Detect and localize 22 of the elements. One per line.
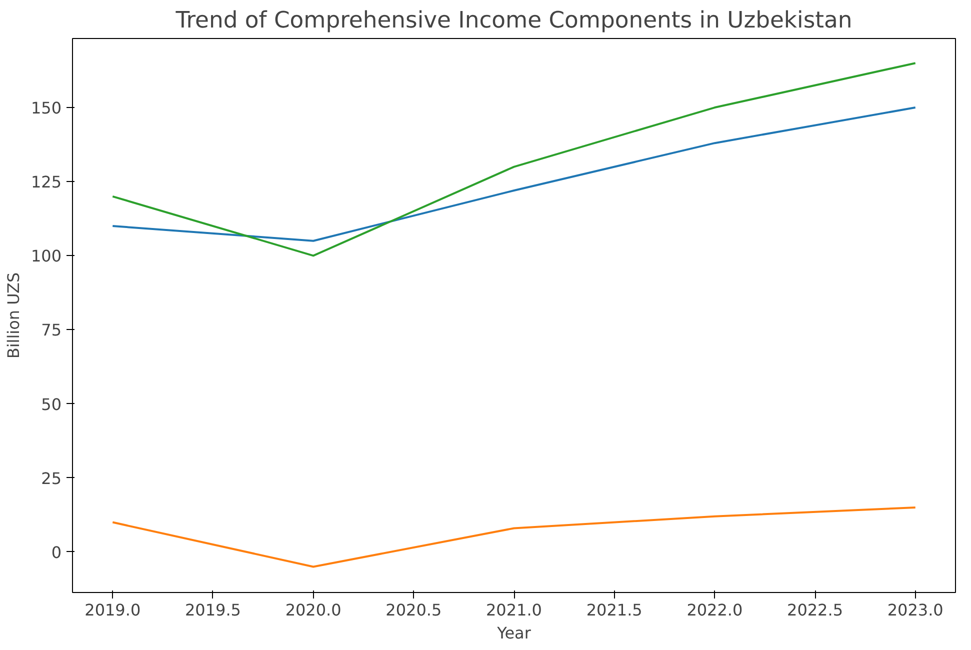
x-tick-label: 2021.0 [486, 600, 542, 620]
y-tick-label: 75 [41, 320, 62, 340]
y-tick-label: 150 [30, 98, 62, 118]
y-tick-label: 0 [51, 542, 62, 562]
chart-title: Trend of Comprehensive Income Components in Uzbekistan [174, 8, 852, 34]
y-tick-label: 25 [41, 468, 62, 488]
x-tick-label: 2019.5 [184, 600, 241, 620]
x-tick-label: 2021.5 [586, 600, 642, 620]
x-tick-label: 2019.0 [84, 600, 141, 620]
x-tick-label: 2020.0 [285, 600, 342, 620]
y-tick-label: 50 [41, 394, 62, 414]
x-tick-label: 2022.5 [787, 600, 844, 620]
line-series [112, 506, 916, 568]
y-tick-label: 100 [30, 246, 62, 266]
line-series [112, 106, 916, 242]
y-tick-label: 125 [30, 172, 62, 192]
line-series [112, 62, 916, 257]
x-tick-label: 2020.5 [386, 600, 442, 620]
x-axis-title: Year [496, 624, 532, 642]
x-tick-label: 2022.0 [686, 600, 743, 620]
x-tick-label: 2023.0 [887, 600, 944, 620]
y-axis-title: Billion UZS [4, 272, 23, 359]
